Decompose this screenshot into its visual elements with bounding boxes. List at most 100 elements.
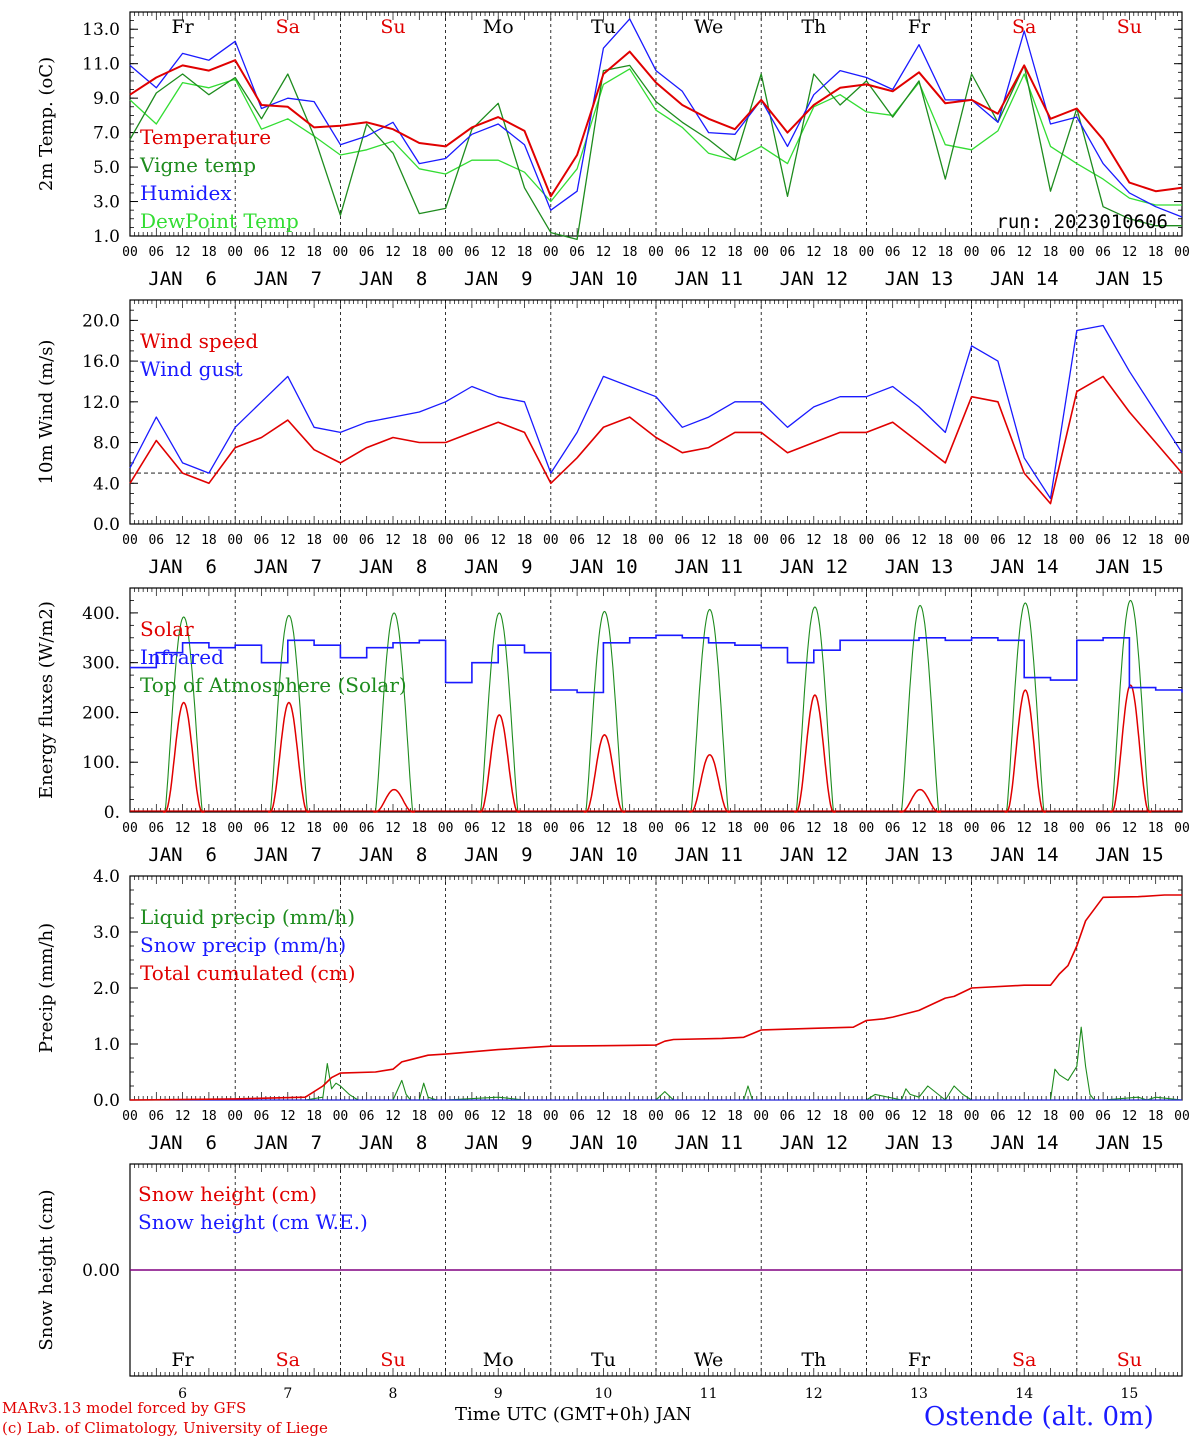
day-name-label: Fr	[908, 1349, 931, 1371]
day-name-label: Su	[1117, 16, 1142, 38]
hour-tick-label: 06	[990, 245, 1006, 260]
hour-tick-label: 06	[990, 821, 1006, 836]
hour-tick-label: 06	[780, 533, 796, 548]
hour-tick-label: 00	[438, 533, 454, 548]
legend-entry: Top of Atmosphere (Solar)	[140, 673, 407, 697]
snow-panel: 0.00 Snow height (cm) Snow height (cm) Snow…	[36, 1163, 1183, 1402]
hour-tick-label: 18	[937, 1109, 953, 1124]
day-number-label: 14	[1015, 1386, 1033, 1402]
day-name-label: Mo	[483, 1349, 514, 1371]
hour-tick-label: 18	[411, 245, 427, 260]
hour-tick-label: 00	[1069, 245, 1085, 260]
day-name-label: Th	[801, 1349, 826, 1371]
hour-tick-label: 18	[201, 821, 217, 836]
day-number-label: 7	[283, 1386, 292, 1402]
model-credit: MARv3.13 model forced by GFS	[2, 1399, 247, 1417]
hour-tick-label: 00	[333, 821, 349, 836]
date-label: JAN 10	[569, 844, 638, 866]
series-line-toa-solar	[899, 604, 941, 813]
y-tick-label: 100.	[82, 753, 120, 773]
date-label: JAN 7	[253, 268, 322, 290]
hour-tick-label: 06	[1095, 1109, 1111, 1124]
hour-tick-label: 00	[227, 245, 243, 260]
legend-entry: Wind speed	[140, 329, 258, 353]
series-line-solar	[1109, 684, 1152, 813]
day-name-label: Th	[801, 16, 826, 38]
hour-tick-label: 12	[1122, 533, 1138, 548]
hour-tick-label: 00	[1069, 533, 1085, 548]
y-tick-label: 0.	[104, 803, 120, 823]
hour-tick-label: 12	[1016, 1109, 1032, 1124]
hour-tick-label: 18	[832, 821, 848, 836]
hour-tick-label: 18	[1148, 533, 1164, 548]
legend-entry: Solar	[140, 617, 194, 641]
y-tick-label: 2.0	[93, 979, 120, 999]
hour-tick-label: 00	[964, 533, 980, 548]
hour-tick-label: 06	[780, 821, 796, 836]
hour-tick-label: 12	[490, 1109, 506, 1124]
series-line-wind-gust	[129, 324, 1183, 500]
y-tick-label: 0.00	[82, 1261, 120, 1281]
hour-tick-label: 18	[517, 533, 533, 548]
hour-tick-label: 18	[201, 245, 217, 260]
date-label: JAN 10	[569, 268, 638, 290]
y-tick-label: 3.0	[93, 923, 120, 943]
hour-tick-label: 06	[1095, 533, 1111, 548]
day-name-label: Mo	[483, 16, 514, 38]
series-line-toa-solar	[1109, 599, 1152, 813]
y-tick-label: 300.	[82, 654, 120, 674]
hour-tick-label: 12	[911, 533, 927, 548]
hour-tick-label: 18	[937, 821, 953, 836]
hour-tick-label: 00	[753, 245, 769, 260]
hour-tick-label: 12	[911, 1109, 927, 1124]
hour-tick-label: 18	[306, 245, 322, 260]
hour-tick-label: 06	[1095, 245, 1111, 260]
series-line-toa-solar	[794, 606, 836, 813]
series-line-dewpoint-temp	[129, 68, 1182, 206]
hour-tick-label: 18	[517, 245, 533, 260]
hour-tick-label: 00	[543, 1109, 559, 1124]
series-line-temperature	[129, 50, 1183, 198]
y-tick-label: 0.0	[93, 515, 120, 535]
day-name-label: Sa	[1012, 16, 1036, 38]
hour-tick-label: 00	[648, 245, 664, 260]
legend-entry: Snow height (cm W.E.)	[138, 1210, 368, 1234]
hour-tick-label: 12	[385, 533, 401, 548]
hour-tick-label: 06	[464, 821, 480, 836]
hour-tick-label: 18	[1148, 821, 1164, 836]
hour-tick-label: 00	[333, 245, 349, 260]
station-name: Ostende (alt. 0m)	[924, 1402, 1154, 1432]
hour-tick-label: 06	[464, 245, 480, 260]
hour-tick-label: 12	[385, 1109, 401, 1124]
hour-tick-label: 18	[411, 1109, 427, 1124]
date-label: JAN 9	[464, 844, 533, 866]
wind-panel: 0.0 4.0 8.0 12.0 16.0 20.0 10m Wind (m/s) Wind …	[36, 299, 1190, 578]
series-line-toa-solar	[373, 612, 415, 813]
day-name-label: We	[694, 16, 723, 38]
date-label: JAN 12	[779, 1132, 848, 1154]
date-label: JAN 9	[464, 268, 533, 290]
series-line-solar	[1004, 689, 1047, 813]
y-tick-label: 400.	[82, 604, 120, 624]
hour-tick-label: 06	[148, 533, 164, 548]
hour-tick-label: 06	[674, 821, 690, 836]
hour-tick-label: 00	[438, 821, 454, 836]
date-label: JAN 14	[990, 556, 1059, 578]
series-line-wind-speed	[129, 375, 1183, 505]
hour-tick-label: 12	[701, 245, 717, 260]
day-number-label: 12	[805, 1386, 823, 1402]
date-label: JAN 11	[674, 1132, 743, 1154]
hour-tick-label: 06	[674, 533, 690, 548]
hour-tick-label: 18	[622, 1109, 638, 1124]
hour-tick-label: 18	[1148, 1109, 1164, 1124]
hour-tick-label: 00	[122, 821, 138, 836]
date-label: JAN 15	[1095, 268, 1164, 290]
hour-tick-label: 12	[490, 533, 506, 548]
y-tick-label: 20.0	[82, 311, 120, 331]
series-line-solar	[688, 754, 731, 813]
series-line-toa-solar	[162, 616, 205, 813]
hour-tick-label: 18	[201, 533, 217, 548]
hour-tick-label: 00	[333, 533, 349, 548]
hour-tick-label: 06	[885, 1109, 901, 1124]
